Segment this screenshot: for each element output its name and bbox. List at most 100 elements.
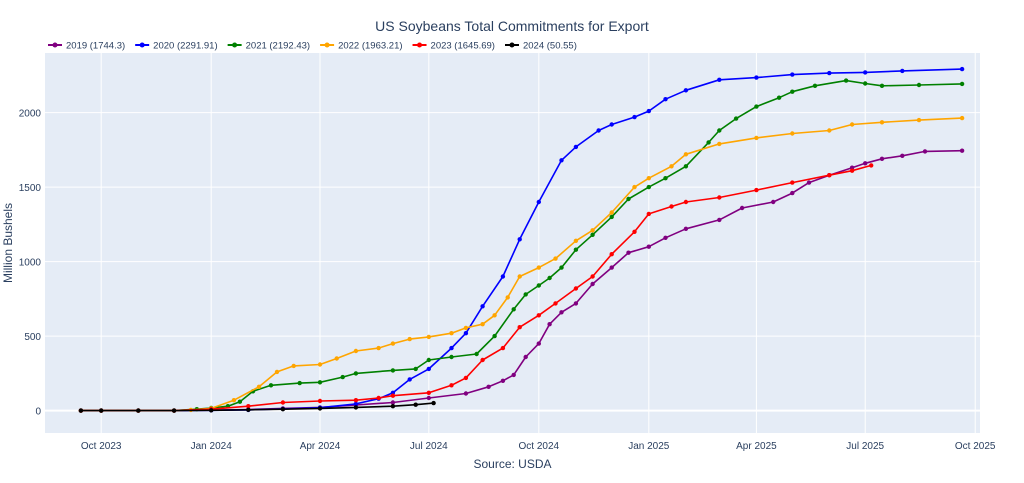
- data-point: [663, 235, 668, 240]
- data-point: [916, 82, 922, 88]
- data-point: [609, 252, 614, 257]
- data-point: [849, 122, 855, 127]
- data-point: [340, 374, 345, 380]
- legend-item[interactable]: 2020 (2291.91): [135, 41, 218, 52]
- data-point: [426, 366, 431, 372]
- data-point: [517, 325, 522, 330]
- legend-label: 2022 (1963.21): [338, 41, 402, 52]
- legend-item[interactable]: 2023 (1645.69): [412, 41, 495, 52]
- data-point: [547, 322, 552, 327]
- legend-item[interactable]: 2019 (1744.3): [48, 41, 125, 52]
- data-point: [553, 256, 558, 261]
- data-point: [790, 131, 795, 136]
- legend-label: 2019 (1744.3): [66, 41, 125, 52]
- data-point: [449, 345, 454, 351]
- data-point: [790, 180, 795, 185]
- y-tick-label: 2000: [19, 109, 42, 120]
- legend-item[interactable]: 2024 (50.55): [504, 41, 577, 52]
- data-point: [209, 408, 214, 413]
- data-point: [449, 383, 454, 388]
- data-point: [449, 354, 454, 360]
- legend-swatch-marker: [52, 42, 58, 48]
- data-point: [590, 228, 595, 233]
- data-point: [449, 331, 454, 336]
- data-point: [754, 75, 759, 80]
- data-point: [274, 369, 280, 375]
- series-line: [80, 402, 434, 412]
- data-point: [376, 345, 381, 351]
- series-layer: [78, 66, 965, 413]
- data-point: [573, 238, 579, 243]
- x-tick-label: Oct 2023: [81, 441, 122, 452]
- data-point: [463, 375, 469, 381]
- data-point: [922, 149, 928, 154]
- data-point: [717, 128, 722, 133]
- data-point: [480, 304, 485, 309]
- data-point: [559, 265, 564, 270]
- data-point: [547, 275, 552, 281]
- legend-label: 2021 (2192.43): [246, 41, 310, 52]
- data-point: [683, 88, 689, 93]
- data-point: [413, 366, 418, 372]
- data-point: [536, 283, 541, 288]
- data-point: [959, 115, 965, 121]
- data-point: [480, 322, 485, 327]
- data-point: [246, 407, 251, 412]
- data-point: [407, 377, 412, 382]
- x-tick-label: Apr 2024: [300, 441, 341, 452]
- data-point: [632, 114, 637, 120]
- data-point: [663, 176, 668, 181]
- legend[interactable]: 2019 (1744.3) 2020 (2291.91) 2021 (2192.43…: [48, 41, 577, 52]
- data-point: [669, 204, 674, 209]
- data-point: [879, 120, 885, 125]
- data-point: [426, 395, 431, 401]
- data-point: [663, 97, 668, 102]
- data-point: [776, 95, 782, 100]
- data-point: [609, 122, 614, 127]
- x-tick-label: Jul 2024: [410, 441, 448, 452]
- data-point: [900, 153, 905, 158]
- data-point: [573, 286, 579, 291]
- data-point: [706, 140, 711, 145]
- y-axis-ticks: 0 500 1000 1500 2000: [19, 109, 42, 418]
- data-point: [317, 406, 323, 411]
- data-point: [536, 265, 541, 270]
- data-point: [500, 345, 506, 351]
- data-point: [536, 199, 541, 205]
- data-point: [536, 313, 541, 318]
- x-tick-label: Oct 2024: [519, 441, 560, 452]
- data-point: [511, 372, 516, 378]
- data-point: [609, 210, 614, 215]
- data-point: [626, 196, 631, 202]
- data-point: [426, 357, 431, 363]
- data-point: [231, 398, 237, 403]
- legend-item[interactable]: 2022 (1963.21): [320, 41, 403, 52]
- data-point: [863, 81, 868, 86]
- chart-title: US Soybeans Total Commitments for Export: [375, 18, 649, 34]
- series-line: [80, 164, 872, 412]
- data-point: [646, 244, 651, 249]
- data-point: [590, 281, 595, 287]
- data-point: [426, 334, 431, 340]
- data-point: [78, 408, 84, 413]
- series-line: [80, 117, 963, 412]
- data-point: [523, 354, 528, 360]
- legend-label: 2024 (50.55): [523, 41, 577, 52]
- series-line: [80, 79, 963, 412]
- data-point: [390, 400, 396, 405]
- legend-label: 2020 (2291.91): [153, 41, 217, 52]
- data-point: [812, 83, 818, 89]
- data-point: [99, 408, 104, 413]
- data-point: [573, 301, 579, 306]
- data-point: [879, 83, 885, 89]
- data-point: [492, 313, 497, 318]
- legend-item[interactable]: 2021 (2192.43): [227, 41, 310, 52]
- legend-swatch-marker: [139, 42, 145, 48]
- data-point: [353, 348, 359, 354]
- data-point: [353, 401, 359, 407]
- legend-label: 2023 (1645.69): [431, 41, 495, 52]
- x-axis-label: Source: USDA: [473, 457, 551, 471]
- data-point: [790, 190, 795, 196]
